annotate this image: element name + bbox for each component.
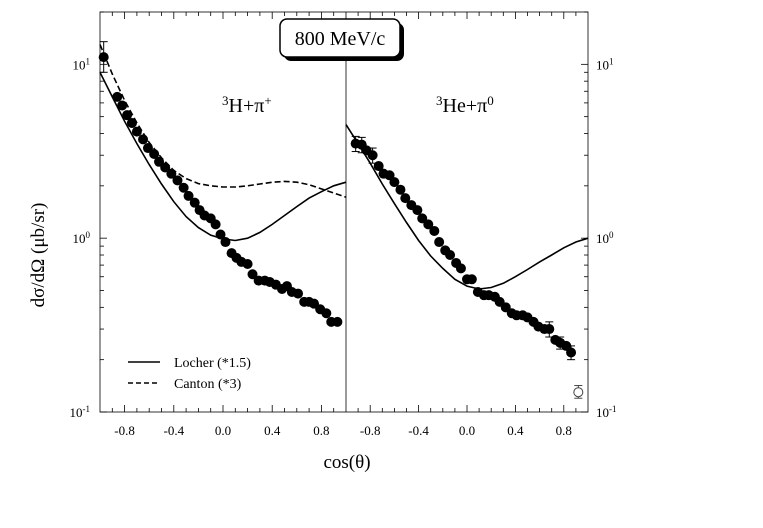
x-tick-label: -0.4 xyxy=(164,423,185,438)
plot-frame xyxy=(99,11,589,413)
title-box-frame xyxy=(279,18,401,58)
data-point xyxy=(389,177,400,188)
data-point xyxy=(142,143,153,154)
data-point xyxy=(423,219,434,230)
y-axis-left-labels: 10-1 100 101 xyxy=(70,56,91,420)
y-tick-label-left: 101 xyxy=(73,56,91,72)
panel-label-left: 3H+π+ xyxy=(222,93,272,118)
data-point xyxy=(242,259,253,270)
data-point xyxy=(220,237,231,248)
y-axis-title: dσ/dΩ (μb/sr) xyxy=(28,203,49,308)
data-point xyxy=(178,182,189,193)
data-point xyxy=(321,308,332,319)
locher-curve xyxy=(345,124,589,290)
legend: Locher (*1.5) Canton (*3) xyxy=(128,356,251,392)
data-point xyxy=(112,91,123,102)
data-point xyxy=(126,117,137,128)
data-point xyxy=(183,190,194,201)
y-axis-right-labels: 10-1 100 101 xyxy=(596,56,617,420)
x-tick-label: -0.8 xyxy=(360,423,381,438)
open-data-point xyxy=(573,387,584,398)
data-point xyxy=(395,184,406,195)
y-tick-label-right: 10-1 xyxy=(596,404,617,420)
data-point xyxy=(566,347,577,358)
x-tick-label: -0.8 xyxy=(114,423,135,438)
y-tick-label-right: 100 xyxy=(596,230,614,246)
axis-ticks: -0.8 -0.4 0.0 0.4 0.8 -0.8 -0.4 0.0 0.4 0.8 xyxy=(100,11,588,438)
title-box: 800 MeV/c xyxy=(279,18,404,61)
data-point xyxy=(455,263,466,274)
y-tick-label-right: 101 xyxy=(596,56,614,72)
x-tick-label: 0.8 xyxy=(313,423,329,438)
legend-label-locher: Locher (*1.5) xyxy=(174,356,251,371)
canton-curve xyxy=(99,44,347,198)
data-point xyxy=(172,175,183,186)
data-points xyxy=(98,41,584,399)
data-point xyxy=(98,52,109,63)
data-point xyxy=(160,162,171,173)
x-tick-label: -0.4 xyxy=(408,423,429,438)
plot-border xyxy=(99,11,589,413)
x-tick-label: 0.4 xyxy=(507,423,524,438)
model-curves xyxy=(99,44,589,290)
data-point xyxy=(117,100,128,111)
data-point xyxy=(215,229,226,240)
data-point xyxy=(367,150,378,161)
data-point xyxy=(400,193,411,204)
data-point xyxy=(210,219,221,230)
data-point xyxy=(373,161,384,172)
data-point xyxy=(417,213,428,224)
data-point xyxy=(138,134,149,145)
data-point xyxy=(434,237,445,248)
y-tick-label-left: 100 xyxy=(73,230,91,246)
data-point xyxy=(293,288,304,299)
data-point xyxy=(149,148,160,159)
x-tick-label: 0.4 xyxy=(264,423,281,438)
data-point xyxy=(429,225,440,236)
data-point xyxy=(247,269,258,280)
data-point xyxy=(412,205,423,216)
x-tick-label: 0.0 xyxy=(459,423,475,438)
legend-label-canton: Canton (*3) xyxy=(174,377,242,392)
panel-label-right: 3He+π0 xyxy=(436,93,494,118)
data-point xyxy=(122,110,133,121)
y-tick-label-left: 10-1 xyxy=(70,404,91,420)
x-tick-label: 0.0 xyxy=(215,423,231,438)
x-axis-title: cos(θ) xyxy=(323,452,370,473)
data-point xyxy=(189,197,200,208)
data-point xyxy=(544,324,555,335)
data-point xyxy=(466,274,477,285)
data-point xyxy=(332,316,343,327)
data-point xyxy=(166,168,177,179)
x-tick-label: 0.8 xyxy=(556,423,572,438)
data-point xyxy=(445,250,456,261)
chart-title: 800 MeV/c xyxy=(295,28,386,50)
data-point xyxy=(131,126,142,137)
